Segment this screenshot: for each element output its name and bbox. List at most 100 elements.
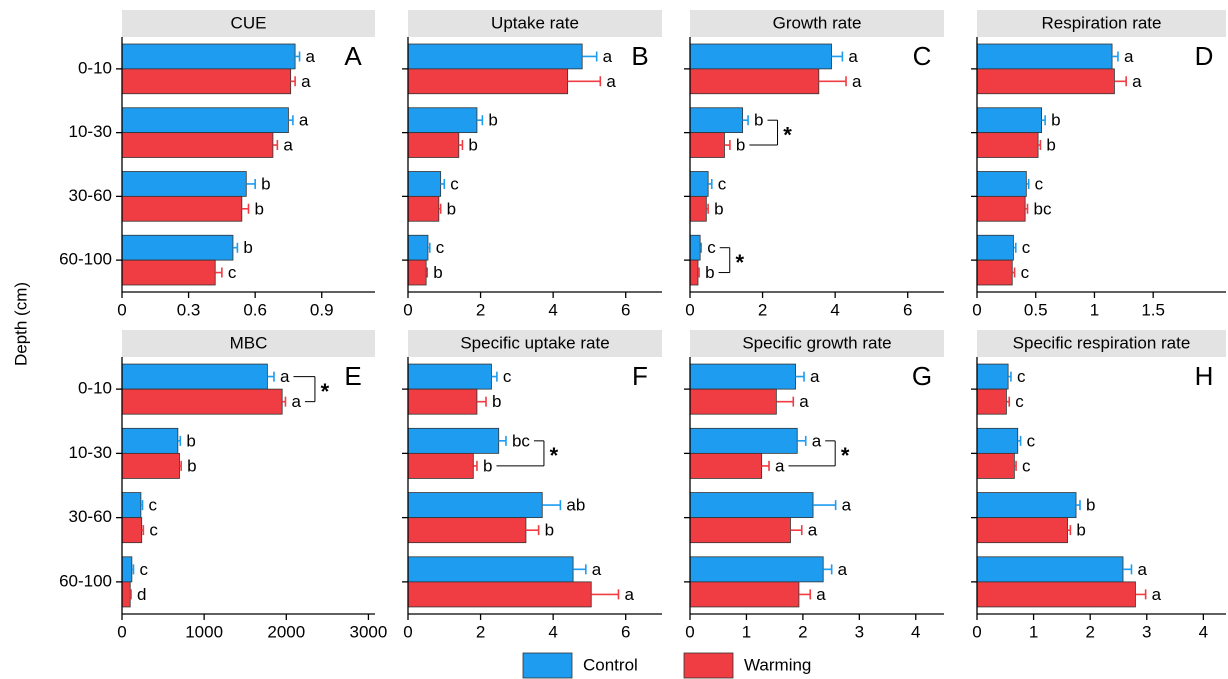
bar — [407, 388, 478, 415]
error-bar — [272, 140, 279, 151]
x-tick-label: 4 — [830, 300, 839, 319]
error-bar — [795, 371, 805, 382]
panel-title: Respiration rate — [1041, 13, 1161, 32]
bar — [976, 259, 1013, 286]
significance-letter: a — [808, 521, 818, 540]
bar — [407, 195, 440, 222]
y-tick-label: 30-60 — [69, 507, 112, 526]
error-bar — [1038, 140, 1042, 151]
error-bar — [426, 267, 429, 278]
error-bar — [438, 203, 442, 214]
significance-letter: b — [1076, 521, 1085, 540]
x-tick-label: 2 — [758, 300, 767, 319]
error-bar — [288, 115, 294, 126]
significance-letter: bc — [1034, 199, 1052, 218]
significance-letter: c — [149, 496, 158, 515]
x-tick-label: 3 — [1142, 622, 1151, 641]
bar — [407, 517, 527, 544]
bar — [689, 556, 824, 583]
panel-header — [122, 10, 375, 37]
y-tick-label: 10-30 — [69, 122, 112, 141]
bar — [121, 556, 133, 583]
x-tick-label: 2000 — [267, 622, 305, 641]
significance-star: * — [841, 443, 850, 468]
panel-letter: C — [913, 41, 932, 71]
error-bar — [1006, 396, 1011, 407]
significance-letter: c — [149, 521, 158, 540]
significance-letter: a — [775, 456, 785, 475]
bar — [407, 452, 474, 479]
bar — [976, 517, 1068, 544]
x-tick-label: 1 — [742, 622, 751, 641]
bar — [976, 492, 1077, 519]
bar — [689, 68, 820, 95]
x-tick-label: 0 — [685, 622, 694, 641]
x-tick-label: 0.5 — [1024, 300, 1048, 319]
error-bar — [473, 460, 478, 471]
significance-letter: c — [228, 263, 237, 282]
error-bar — [761, 460, 770, 471]
panel-title: MBC — [230, 333, 268, 352]
error-bar — [567, 76, 602, 87]
legend-label: Warming — [744, 655, 811, 674]
error-bar — [427, 242, 431, 253]
x-tick-label: 4 — [548, 300, 557, 319]
error-bar — [797, 435, 807, 446]
significance-letter: b — [488, 111, 497, 130]
panel-letter: D — [1195, 41, 1214, 71]
significance-letter: b — [1051, 111, 1060, 130]
significance-letter: c — [450, 174, 459, 193]
bar — [407, 581, 592, 608]
bar — [689, 388, 777, 415]
x-tick-label: 0 — [403, 622, 412, 641]
significance-letter: c — [140, 560, 149, 579]
significance-letter: c — [1027, 431, 1036, 450]
error-bar — [295, 51, 301, 62]
error-bar — [491, 371, 498, 382]
significance-letter: a — [299, 111, 309, 130]
error-bar — [1012, 267, 1016, 278]
bar — [689, 107, 744, 134]
error-bar — [776, 396, 795, 407]
y-tick-label: 0-10 — [78, 58, 112, 77]
significance-letter: a — [606, 72, 616, 91]
error-bar — [831, 51, 844, 62]
panel-title: Specific uptake rate — [460, 333, 609, 352]
bar — [689, 452, 763, 479]
bar — [976, 581, 1136, 608]
error-bar — [1013, 242, 1017, 253]
x-tick-label: 0 — [117, 300, 126, 319]
bar — [689, 132, 725, 158]
significance-letter: b — [545, 521, 554, 540]
bar — [976, 68, 1115, 95]
significance-letter: c — [1022, 238, 1031, 257]
error-bar — [1008, 371, 1012, 382]
significance-letter: a — [1137, 560, 1147, 579]
bar — [689, 363, 796, 390]
panel-header — [408, 330, 662, 357]
bar — [976, 452, 1015, 479]
significance-letter: ab — [566, 496, 585, 515]
bar — [121, 107, 289, 134]
bar — [121, 492, 142, 519]
significance-letter: b — [187, 456, 196, 475]
error-bar — [440, 178, 446, 189]
bar — [121, 427, 179, 454]
bar — [689, 171, 709, 197]
significance-letter: c — [1021, 263, 1030, 282]
error-bar — [1026, 178, 1030, 189]
significance-letter: a — [852, 72, 862, 91]
bar — [407, 556, 574, 583]
x-tick-label: 0 — [972, 622, 981, 641]
panel-header — [408, 10, 662, 37]
panel-letter: F — [632, 361, 648, 391]
x-tick-label: 0.3 — [177, 300, 201, 319]
bar — [121, 195, 243, 222]
significance-letter: a — [283, 136, 293, 155]
error-bar — [708, 178, 713, 189]
x-tick-label: 0 — [972, 300, 981, 319]
error-bar — [573, 564, 587, 575]
error-bar — [582, 51, 598, 62]
error-bar — [700, 242, 703, 253]
